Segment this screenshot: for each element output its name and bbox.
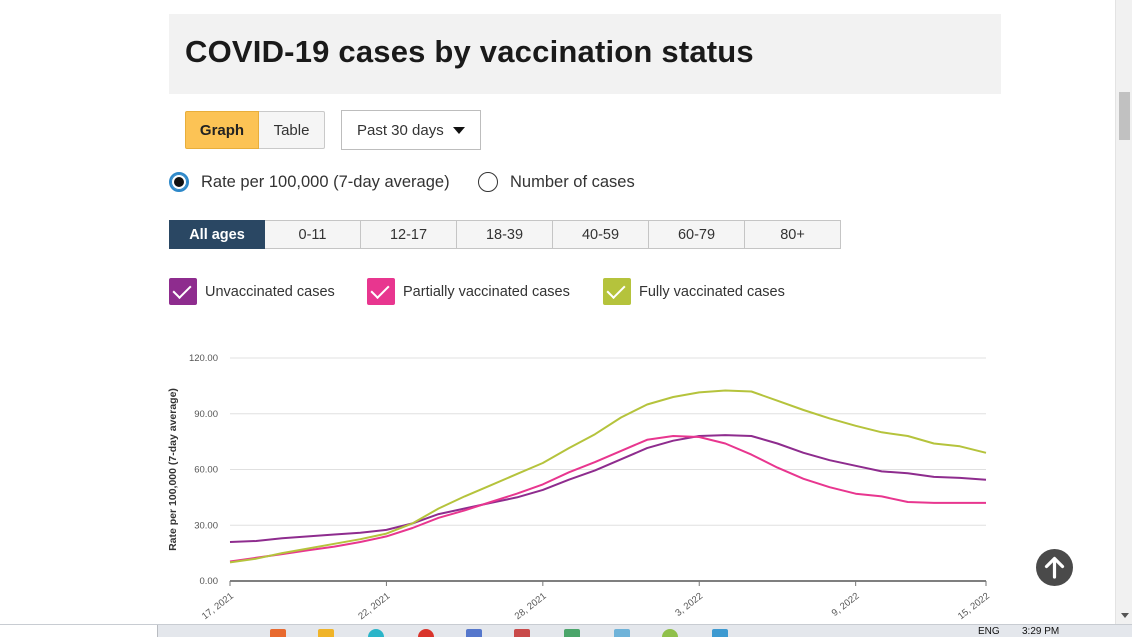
scroll-to-top-button[interactable]: [1036, 549, 1073, 586]
app-icon[interactable]: [614, 629, 630, 637]
series-line-2: [229, 435, 986, 563]
table-button[interactable]: Table: [259, 111, 325, 149]
scrollbar-thumb[interactable]: [1119, 92, 1130, 140]
series-line-3: [229, 389, 987, 564]
y-axis-label: Rate per 100,000 (7-day average): [167, 388, 179, 551]
period-select-value: Past 30 days: [357, 121, 444, 139]
period-select[interactable]: Past 30 days: [341, 110, 481, 150]
radio-rate-label: Rate per 100,000 (7-day average): [201, 172, 450, 191]
browser-icon[interactable]: [368, 629, 384, 637]
app-icon[interactable]: [270, 629, 286, 637]
radio-number-label: Number of cases: [510, 172, 635, 191]
legend-fully-label: Fully vaccinated cases: [639, 283, 785, 300]
x-tick-label: 3, 2022: [673, 591, 705, 619]
series-line-1: [229, 434, 987, 543]
page-title: COVID-19 cases by vaccination status: [185, 34, 754, 69]
browser-icon[interactable]: [418, 629, 434, 637]
radio-number[interactable]: Number of cases: [478, 172, 635, 192]
line-chart: 0.00 30.00 60.00 90.00 120.00 17, 2021 22, 20…: [167, 353, 992, 622]
legend-fully[interactable]: Fully vaccinated cases: [603, 278, 785, 305]
app-icon[interactable]: [514, 629, 530, 637]
taskbar: ENG 3:29 PM: [0, 624, 1132, 637]
checkbox-checked-icon[interactable]: [367, 278, 395, 305]
x-tick-label: 17, 2021: [200, 591, 236, 622]
legend-partially[interactable]: Partially vaccinated cases: [367, 278, 570, 305]
taskbar-clock[interactable]: 3:29 PM: [1022, 626, 1060, 637]
age-tab-all[interactable]: All ages: [169, 220, 265, 249]
x-tick-label: 28, 2021: [513, 591, 549, 622]
app-icon[interactable]: [466, 629, 482, 637]
folder-icon[interactable]: [318, 629, 334, 637]
view-toggle: Graph Table: [185, 111, 325, 149]
age-tabs: All ages 0-11 12-17 18-39 40-59 60-79 80…: [169, 220, 841, 249]
graph-button[interactable]: Graph: [185, 111, 259, 149]
legend-unvaccinated-label: Unvaccinated cases: [205, 283, 335, 300]
arrow-up-icon: [1044, 556, 1065, 579]
age-tab-12-17[interactable]: 12-17: [361, 220, 457, 249]
y-tick-label: 30.00: [194, 520, 218, 531]
age-tab-80-plus[interactable]: 80+: [745, 220, 841, 249]
x-tick-label: 9, 2022: [830, 591, 862, 619]
taskbar-search[interactable]: [0, 625, 158, 637]
x-tick-label: 15, 2022: [956, 591, 992, 622]
header-box: COVID-19 cases by vaccination status: [169, 14, 1001, 94]
y-tick-label: 0.00: [200, 576, 219, 587]
y-tick-label: 90.00: [194, 409, 218, 420]
radio-unchecked-icon[interactable]: [478, 172, 498, 192]
caret-down-icon: [453, 127, 465, 134]
app-icon[interactable]: [662, 629, 678, 637]
app-icon[interactable]: [712, 629, 728, 637]
taskbar-language[interactable]: ENG: [978, 626, 1000, 637]
checkbox-checked-icon[interactable]: [169, 278, 197, 305]
y-tick-label: 60.00: [194, 465, 218, 476]
age-tab-60-79[interactable]: 60-79: [649, 220, 745, 249]
legend-unvaccinated[interactable]: Unvaccinated cases: [169, 278, 335, 305]
y-tick-label: 120.00: [189, 353, 218, 364]
app-icon[interactable]: [564, 629, 580, 637]
vertical-scrollbar[interactable]: [1115, 0, 1132, 624]
age-tab-40-59[interactable]: 40-59: [553, 220, 649, 249]
radio-checked-icon[interactable]: [169, 172, 189, 192]
age-tab-18-39[interactable]: 18-39: [457, 220, 553, 249]
radio-rate[interactable]: Rate per 100,000 (7-day average): [169, 172, 450, 192]
x-tick-label: 22, 2021: [356, 591, 392, 622]
legend-partially-label: Partially vaccinated cases: [403, 283, 570, 300]
checkbox-checked-icon[interactable]: [603, 278, 631, 305]
scroll-down-arrow-icon[interactable]: [1121, 613, 1129, 618]
age-tab-0-11[interactable]: 0-11: [265, 220, 361, 249]
